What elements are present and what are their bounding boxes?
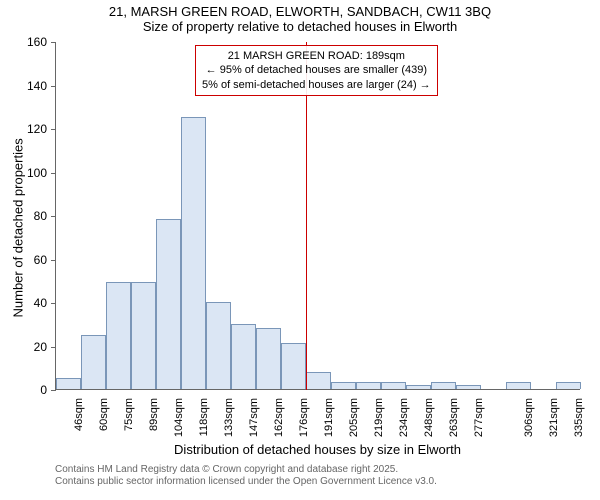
annotation-line3: 5% of semi-detached houses are larger (2… bbox=[202, 78, 431, 92]
attribution-line2: Contains public sector information licen… bbox=[55, 476, 437, 488]
histogram-bar bbox=[331, 382, 356, 389]
y-tick-mark bbox=[51, 390, 56, 391]
y-tick-mark bbox=[51, 42, 56, 43]
y-tick-label: 40 bbox=[17, 296, 47, 310]
chart-title-line1: 21, MARSH GREEN ROAD, ELWORTH, SANDBACH,… bbox=[0, 0, 600, 19]
x-tick-label: 277sqm bbox=[473, 398, 485, 448]
histogram-bar bbox=[356, 382, 381, 389]
x-tick-label: 321sqm bbox=[548, 398, 560, 448]
chart-container: 21, MARSH GREEN ROAD, ELWORTH, SANDBACH,… bbox=[0, 0, 600, 500]
histogram-bar bbox=[281, 343, 306, 389]
histogram-bar bbox=[256, 328, 281, 389]
histogram-bar bbox=[231, 324, 256, 389]
y-tick-mark bbox=[51, 129, 56, 130]
histogram-bar bbox=[131, 282, 156, 389]
x-tick-label: 191sqm bbox=[323, 398, 335, 448]
x-tick-label: 176sqm bbox=[298, 398, 310, 448]
x-tick-label: 162sqm bbox=[273, 398, 285, 448]
x-tick-label: 234sqm bbox=[398, 398, 410, 448]
y-tick-mark bbox=[51, 173, 56, 174]
y-tick-mark bbox=[51, 86, 56, 87]
histogram-bar bbox=[81, 335, 106, 389]
y-tick-label: 120 bbox=[17, 122, 47, 136]
y-tick-label: 160 bbox=[17, 35, 47, 49]
y-tick-label: 100 bbox=[17, 166, 47, 180]
histogram-bar bbox=[106, 282, 131, 389]
y-tick-mark bbox=[51, 347, 56, 348]
histogram-bar bbox=[156, 219, 181, 389]
x-tick-label: 60sqm bbox=[98, 398, 110, 448]
x-tick-label: 205sqm bbox=[348, 398, 360, 448]
histogram-bar bbox=[406, 385, 431, 389]
histogram-bar bbox=[181, 117, 206, 389]
x-tick-label: 306sqm bbox=[523, 398, 535, 448]
histogram-bar bbox=[56, 378, 81, 389]
histogram-bar bbox=[506, 382, 531, 389]
histogram-bar bbox=[306, 372, 331, 389]
attribution-text: Contains HM Land Registry data © Crown c… bbox=[55, 464, 437, 488]
x-tick-label: 118sqm bbox=[198, 398, 210, 448]
y-tick-mark bbox=[51, 303, 56, 304]
annotation-line1: 21 MARSH GREEN ROAD: 189sqm bbox=[202, 49, 431, 63]
x-tick-label: 133sqm bbox=[223, 398, 235, 448]
x-tick-label: 335sqm bbox=[573, 398, 585, 448]
y-tick-label: 140 bbox=[17, 79, 47, 93]
y-tick-label: 0 bbox=[17, 383, 47, 397]
histogram-bar bbox=[456, 385, 481, 389]
x-tick-label: 219sqm bbox=[373, 398, 385, 448]
x-tick-label: 89sqm bbox=[148, 398, 160, 448]
histogram-bar bbox=[431, 382, 456, 389]
y-tick-mark bbox=[51, 216, 56, 217]
y-tick-label: 20 bbox=[17, 340, 47, 354]
x-tick-label: 104sqm bbox=[173, 398, 185, 448]
y-tick-label: 80 bbox=[17, 209, 47, 223]
property-annotation: 21 MARSH GREEN ROAD: 189sqm← 95% of deta… bbox=[195, 45, 438, 96]
chart-title-line2: Size of property relative to detached ho… bbox=[0, 19, 600, 34]
histogram-bar bbox=[206, 302, 231, 389]
x-tick-label: 263sqm bbox=[448, 398, 460, 448]
x-tick-label: 147sqm bbox=[248, 398, 260, 448]
x-tick-label: 248sqm bbox=[423, 398, 435, 448]
y-tick-label: 60 bbox=[17, 253, 47, 267]
y-tick-mark bbox=[51, 260, 56, 261]
histogram-bar bbox=[556, 382, 581, 389]
histogram-bar bbox=[381, 382, 406, 389]
attribution-line1: Contains HM Land Registry data © Crown c… bbox=[55, 464, 437, 476]
x-tick-label: 46sqm bbox=[73, 398, 85, 448]
annotation-line2: ← 95% of detached houses are smaller (43… bbox=[202, 63, 431, 77]
x-tick-label: 75sqm bbox=[123, 398, 135, 448]
